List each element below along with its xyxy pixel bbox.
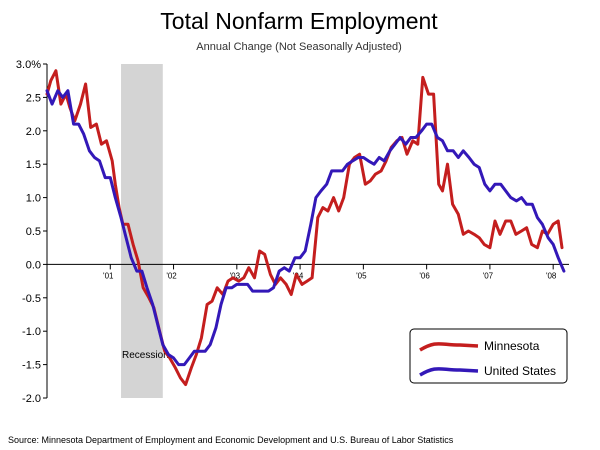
y-tick-label: -1.5 xyxy=(22,360,41,372)
legend-swatch-united-states xyxy=(419,367,479,377)
x-tick-label: '02 xyxy=(166,271,177,280)
chart-subtitle: Annual Change (Not Seasonally Adjusted) xyxy=(196,41,401,53)
y-tick-label: 0.5 xyxy=(26,226,41,238)
y-tick-label: 0.0 xyxy=(26,259,41,271)
y-tick-label: 2.5 xyxy=(26,92,41,104)
y-axis-ticks: 3.0% 2.5 2.0 1.5 1.0 0.5 0.0 -0.5 -1.0 -1.5 -2.0 xyxy=(16,59,47,405)
chart-title: Total Nonfarm Employment xyxy=(160,8,438,34)
series-lines xyxy=(45,69,566,387)
series-line-united-states xyxy=(45,89,566,367)
series-line-minnesota xyxy=(45,69,564,387)
legend-swatch-minnesota xyxy=(419,342,479,352)
x-tick-label: '08 xyxy=(546,271,557,280)
x-tick-label: '06 xyxy=(419,271,430,280)
y-tick-label: 3.0% xyxy=(16,59,41,71)
legend: Minnesota United States xyxy=(409,328,568,384)
x-tick-label: '07 xyxy=(483,271,494,280)
y-tick-label: 1.0 xyxy=(26,193,41,205)
recession-band-group: Recession xyxy=(121,64,169,398)
x-axis-ticks: '01'02'03'04'05'06'07'08 xyxy=(103,264,557,280)
recession-band xyxy=(121,64,163,398)
legend-label-minnesota: Minnesota xyxy=(484,339,540,353)
y-tick-label: -2.0 xyxy=(22,393,41,405)
y-tick-label: -0.5 xyxy=(22,293,41,305)
recession-label: Recession xyxy=(122,350,169,361)
source-note: Source: Minnesota Department of Employme… xyxy=(8,435,454,445)
y-tick-label: 2.0 xyxy=(26,126,41,138)
x-tick-label: '03 xyxy=(230,271,241,280)
legend-label-united-states: United States xyxy=(484,364,556,378)
y-tick-label: -1.0 xyxy=(22,326,41,338)
x-tick-label: '01 xyxy=(103,271,114,280)
x-tick-label: '05 xyxy=(356,271,367,280)
y-tick-label: 1.5 xyxy=(26,159,41,171)
